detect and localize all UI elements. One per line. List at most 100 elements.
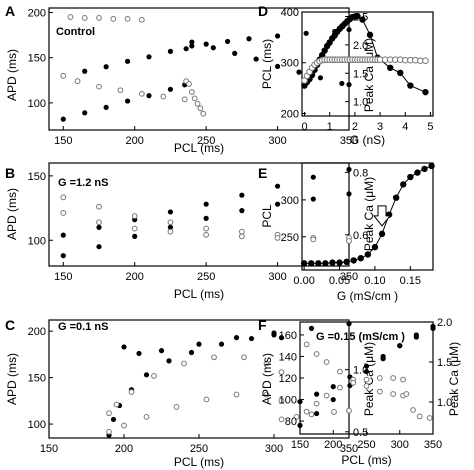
data-point xyxy=(323,359,330,365)
data-point xyxy=(197,105,204,112)
data-point xyxy=(239,192,245,198)
data-point xyxy=(308,260,315,267)
y-tick-label: 100 xyxy=(279,395,297,407)
series-5 xyxy=(189,39,352,88)
data-point xyxy=(181,96,188,103)
data-point xyxy=(336,259,343,266)
x-axis-label: PCL (ms) xyxy=(174,141,224,155)
x-tick-label: 0.10 xyxy=(364,275,385,287)
y-right-tick-label: 0.6 xyxy=(353,230,368,242)
x-tick-label: 4 xyxy=(402,121,408,133)
data-point xyxy=(138,16,145,23)
data-point xyxy=(194,100,201,107)
data-point xyxy=(317,75,324,81)
data-point xyxy=(297,422,303,428)
data-point xyxy=(238,233,245,240)
data-point xyxy=(303,30,309,36)
data-point xyxy=(263,391,270,398)
data-point xyxy=(117,87,124,94)
data-point xyxy=(363,363,370,369)
y-tick-label: 100 xyxy=(28,98,46,110)
data-point xyxy=(278,369,285,376)
y-axis-label-right: Peak Ca (μM) xyxy=(362,177,376,251)
data-point xyxy=(188,349,195,356)
y-tick-label: 160 xyxy=(279,330,297,342)
data-point xyxy=(346,238,352,244)
y-tick-label: 300 xyxy=(281,58,299,70)
data-point xyxy=(210,45,216,51)
data-point xyxy=(366,31,374,39)
data-point xyxy=(331,409,337,415)
data-point xyxy=(167,86,174,92)
data-point xyxy=(414,169,421,176)
data-point xyxy=(103,104,109,111)
data-point xyxy=(218,341,225,347)
panel-E: 0.00 0.05 0.10 0.15 250 300 E G (mS/cm ) PCL xyxy=(258,162,435,303)
data-point xyxy=(271,332,277,338)
data-point xyxy=(151,372,157,379)
series-1 xyxy=(297,323,436,428)
y-axis-label-right: Peak Ca (μM) xyxy=(362,38,376,112)
x-axis-label: PCL (ms) xyxy=(174,287,224,301)
series-1 xyxy=(60,82,188,122)
data-point xyxy=(143,413,150,420)
data-point xyxy=(211,354,217,361)
data-point xyxy=(363,383,370,389)
series-0 xyxy=(121,321,352,357)
data-point xyxy=(189,39,195,45)
x-tick-label: 300 xyxy=(268,271,286,283)
data-point xyxy=(310,196,316,202)
data-point xyxy=(166,358,172,364)
data-point xyxy=(146,54,152,60)
data-point xyxy=(313,351,320,357)
y-tick-label: 150 xyxy=(28,373,46,385)
data-point xyxy=(67,14,74,20)
data-point xyxy=(314,391,320,397)
y-right-tick-label: 1.0 xyxy=(353,97,368,109)
panel-D: 0 1 2 3 4 5 200 300 400 D G (nS) PCL (ms) xyxy=(258,3,434,147)
data-point xyxy=(407,173,414,181)
x-tick-label: 350 xyxy=(340,135,358,147)
data-point xyxy=(74,78,81,85)
data-point xyxy=(397,343,403,349)
data-point xyxy=(160,93,167,100)
data-point xyxy=(121,422,127,429)
data-point xyxy=(364,251,372,258)
data-point xyxy=(124,58,131,64)
x-tick-label: 0 xyxy=(301,121,307,133)
data-point xyxy=(350,257,357,264)
data-point xyxy=(315,260,322,267)
data-point xyxy=(96,219,102,226)
data-point xyxy=(82,68,88,74)
data-point xyxy=(278,397,285,404)
data-point xyxy=(350,379,357,386)
data-point xyxy=(300,260,308,267)
data-point xyxy=(248,335,255,342)
data-point xyxy=(233,335,240,341)
data-point xyxy=(422,57,429,65)
annotation: G =0.1 nS xyxy=(58,321,108,333)
data-point xyxy=(313,400,320,407)
data-point xyxy=(386,64,394,72)
data-point xyxy=(96,203,102,210)
data-point xyxy=(314,410,320,417)
data-point xyxy=(60,116,66,122)
data-point xyxy=(60,194,67,201)
data-point xyxy=(390,375,397,381)
series-3 xyxy=(106,391,285,435)
annotation: Control xyxy=(56,26,95,38)
y-tick-label: 250 xyxy=(281,232,299,244)
panel-letter: D xyxy=(258,3,268,19)
data-point xyxy=(138,90,145,97)
data-point xyxy=(293,413,300,420)
series-1 xyxy=(106,332,285,438)
x-tick-label: 300 xyxy=(268,135,286,147)
data-point xyxy=(181,360,187,367)
data-point xyxy=(400,181,407,188)
data-point xyxy=(232,50,238,56)
y-tick-label: 400 xyxy=(281,7,299,19)
panel-B: 150 200 250 300 350 100 150 0.6 0.8 B PCL (ms) APD … xyxy=(5,162,376,301)
data-point xyxy=(363,376,370,383)
x-axis-label: G (nS) xyxy=(350,133,385,147)
data-point xyxy=(410,407,416,413)
